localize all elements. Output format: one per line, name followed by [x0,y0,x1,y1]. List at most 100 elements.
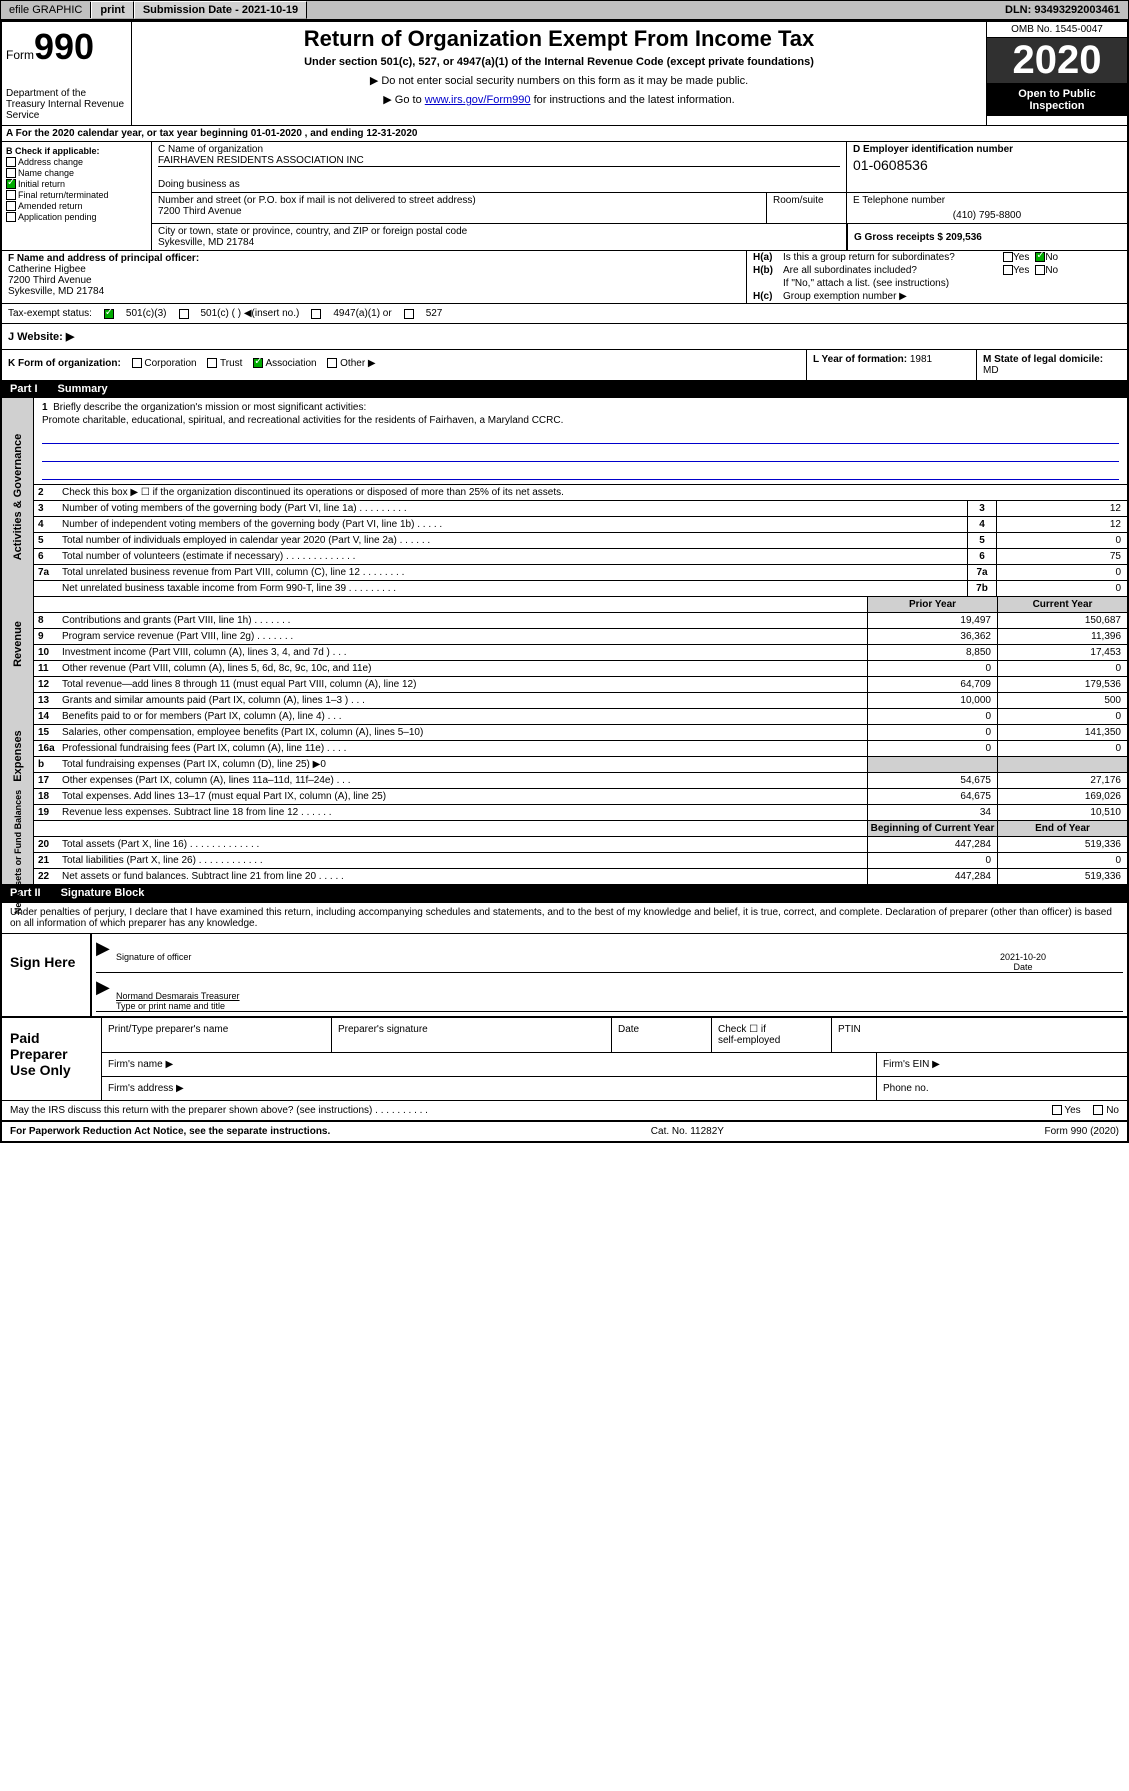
n21b: 0 [867,853,997,868]
chk-trust[interactable] [207,358,217,368]
part-2-title: Signature Block [61,887,145,899]
discuss-txt: May the IRS discuss this return with the… [10,1105,428,1116]
4947-lbl: 4947(a)(1) or [333,308,391,319]
chk-4947[interactable] [311,309,321,319]
room-cell: Room/suite [767,193,847,223]
form-of-org-cell: K Form of organization: Corporation Trus… [2,350,807,380]
part-1-title: Summary [58,383,108,395]
corp-lbl: Corporation [144,358,196,369]
r8: Contributions and grants (Part VIII, lin… [58,613,867,628]
prep-date-hdr: Date [612,1018,712,1052]
irs-link[interactable]: www.irs.gov/Form990 [425,94,531,106]
e19c: 10,510 [997,805,1127,820]
e13c: 500 [997,693,1127,708]
discuss-yes-chk[interactable] [1052,1105,1062,1115]
col-current: Current Year [997,597,1127,612]
chk-final-lbl: Final return/terminated [18,190,109,200]
sign-here-label: Sign Here [2,934,92,1016]
chk-other[interactable] [327,358,337,368]
ha-no-lbl: No [1045,252,1058,263]
chk-assoc[interactable] [253,358,263,368]
r11p: 0 [867,661,997,676]
e14c: 0 [997,709,1127,724]
n22: Net assets or fund balances. Subtract li… [58,869,867,884]
efile-label: efile GRAPHIC [1,2,91,18]
col-end: End of Year [997,821,1127,836]
e18p: 64,675 [867,789,997,804]
ha-yes-chk[interactable] [1003,252,1013,262]
ha-txt: Is this a group return for subordinates? [783,252,1003,263]
r12c: 179,536 [997,677,1127,692]
instruction-2: ▶ Go to www.irs.gov/Form990 for instruct… [140,93,978,106]
l3v: 12 [997,501,1127,516]
r9c: 11,396 [997,629,1127,644]
n21e: 0 [997,853,1127,868]
r9: Program service revenue (Part VIII, line… [58,629,867,644]
instruction-1: ▶ Do not enter social security numbers o… [140,74,978,87]
n21: Total liabilities (Part X, line 26) . . … [58,853,867,868]
chk-address-lbl: Address change [18,157,83,167]
e17c: 27,176 [997,773,1127,788]
chk-amended[interactable] [6,201,16,211]
l6v: 75 [997,549,1127,564]
column-b-checkboxes: B Check if applicable: Address change Na… [2,142,152,250]
principal-officer-cell: F Name and address of principal officer:… [2,251,747,303]
instr2-pre: ▶ Go to [383,94,424,106]
e17p: 54,675 [867,773,997,788]
sig-date-lbl: Date [923,962,1123,972]
ein-val: 01-0608536 [853,157,1121,173]
chk-corp[interactable] [132,358,142,368]
col-b-header: B Check if applicable: [6,146,147,156]
l-val: 1981 [910,354,932,365]
mission-line3 [42,466,1119,480]
form-subtitle: Under section 501(c), 527, or 4947(a)(1)… [140,56,978,68]
r9p: 36,362 [867,629,997,644]
r10: Investment income (Part VIII, column (A)… [58,645,867,660]
assoc-lbl: Association [265,358,316,369]
chk-pending[interactable] [6,212,16,222]
firm-name-lbl: Firm's name ▶ [102,1053,877,1076]
e18: Total expenses. Add lines 13–17 (must eq… [58,789,867,804]
hb-no-chk[interactable] [1035,265,1045,275]
ha-yes-lbl: Yes [1013,252,1029,263]
city-lbl: City or town, state or province, country… [158,226,840,237]
hc-txt: Group exemption number ▶ [783,291,907,302]
part-2-header: Part II Signature Block [2,884,1127,902]
hb-pre: H(b) [753,265,783,276]
hb-note: If "No," attach a list. (see instruction… [747,277,1127,290]
chk-initial[interactable] [6,179,16,189]
l1-lbl: Briefly describe the organization's miss… [53,402,366,413]
phone-lbl: E Telephone number [853,195,1121,206]
chk-initial-lbl: Initial return [18,179,65,189]
side-rev-txt: Revenue [12,621,24,667]
status-lbl: Tax-exempt status: [8,308,92,319]
chk-501c3[interactable] [104,309,114,319]
print-button[interactable]: print [91,1,133,19]
prep-self-hdr: Check ☐ if self-employed [712,1018,832,1052]
chk-final[interactable] [6,190,16,200]
e19p: 34 [867,805,997,820]
chk-501c[interactable] [179,309,189,319]
ha-no-chk[interactable] [1035,252,1045,262]
l1-txt: Promote charitable, educational, spiritu… [42,415,1119,426]
r8p: 19,497 [867,613,997,628]
submission-date: Submission Date - 2021-10-19 [134,1,307,19]
sig-arrow-icon: ▶ [96,938,116,972]
col-prior: Prior Year [867,597,997,612]
chk-pending-lbl: Application pending [18,212,97,222]
chk-527[interactable] [404,309,414,319]
chk-address[interactable] [6,157,16,167]
r8c: 150,687 [997,613,1127,628]
tax-year: 2020 [987,38,1127,84]
firm-phone-lbl: Phone no. [877,1077,1127,1100]
trust-lbl: Trust [220,358,242,369]
hb-yes-chk[interactable] [1003,265,1013,275]
n20e: 519,336 [997,837,1127,852]
side-governance: Activities & Governance [2,398,34,596]
discuss-yes-lbl: Yes [1064,1105,1080,1116]
officer-lbl: F Name and address of principal officer: [8,253,740,264]
footer-left: For Paperwork Reduction Act Notice, see … [10,1126,330,1137]
discuss-no-chk[interactable] [1093,1105,1103,1115]
phone-val: (410) 795-8800 [853,210,1121,221]
prep-check-lbl: Check ☐ if [718,1024,825,1035]
